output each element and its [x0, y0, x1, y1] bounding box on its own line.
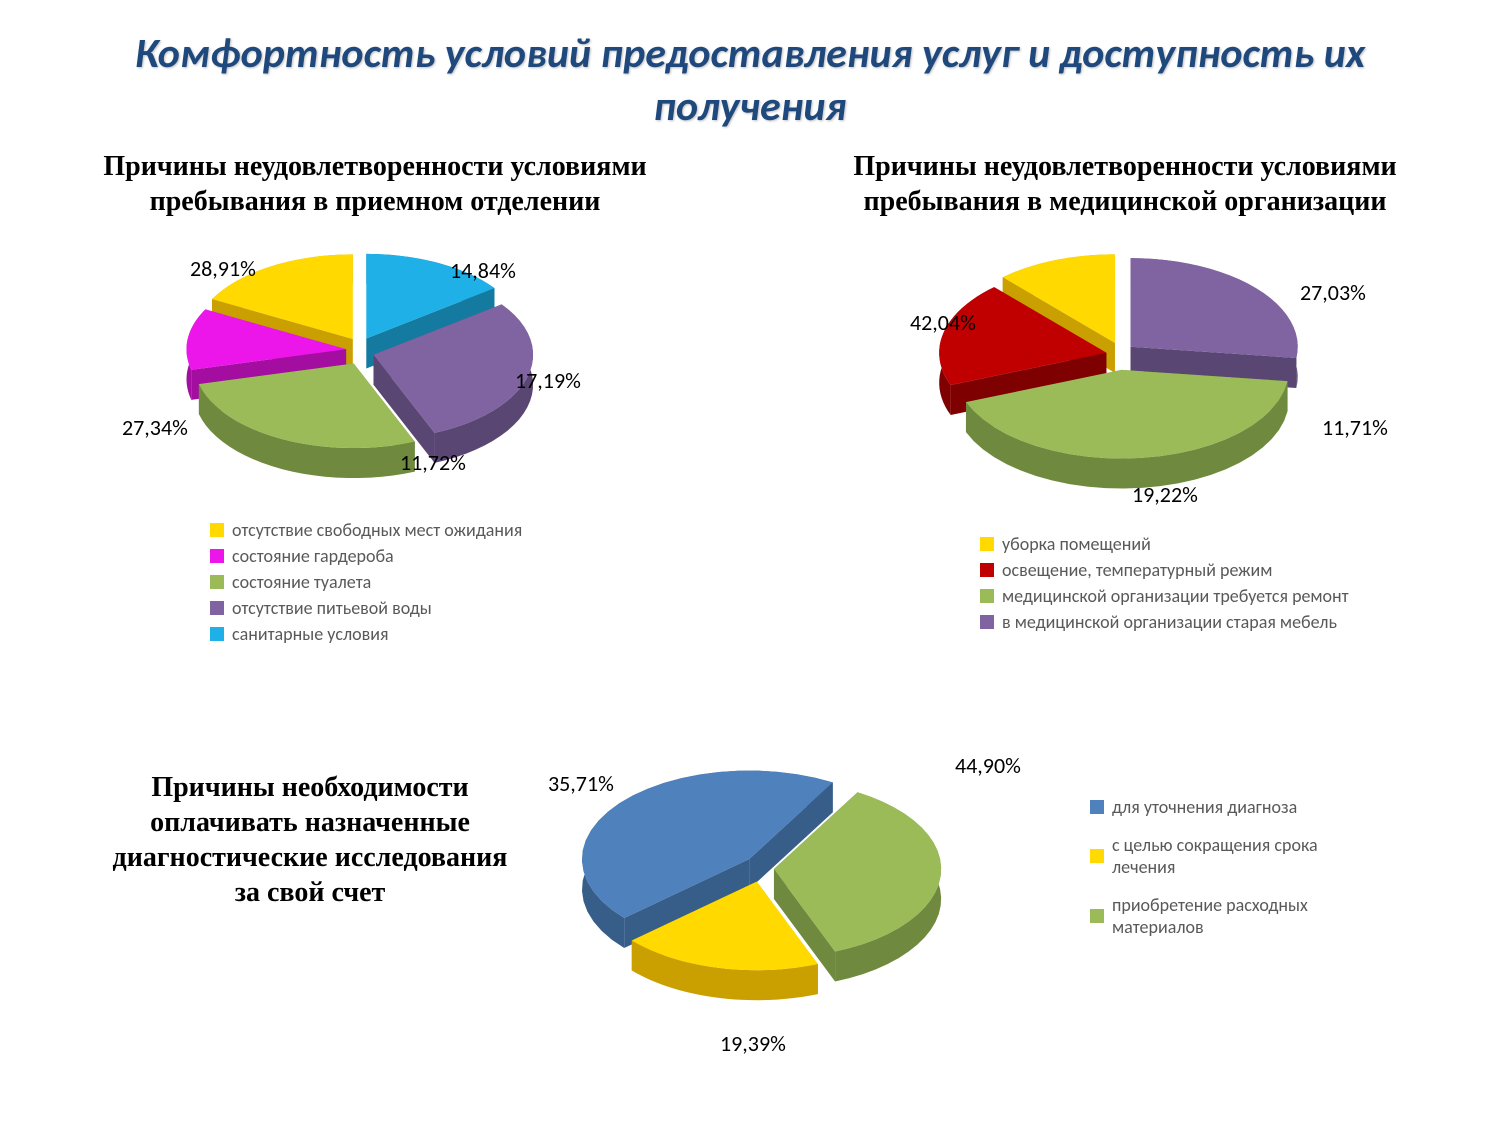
- legend-label: приобретение расходных материалов: [1112, 894, 1372, 938]
- legend-swatch: [210, 523, 224, 537]
- chart-2-pct-3: 27,03%: [1300, 279, 1366, 306]
- chart-1-pct-1: 11,72%: [400, 449, 466, 476]
- legend-label: в медицинской организации старая мебель: [1002, 611, 1337, 633]
- legend-swatch: [1090, 909, 1104, 923]
- legend-swatch: [980, 589, 994, 603]
- chart-3-pct-2: 35,71%: [548, 770, 614, 797]
- chart-1-pct-0: 17,19%: [515, 367, 581, 394]
- chart-1-pct-2: 27,34%: [122, 414, 188, 441]
- chart-3-pct-0: 44,90%: [955, 752, 1021, 779]
- chart-3-legend-item: для уточнения диагноза: [1090, 796, 1372, 818]
- chart-2-legend-item: освещение, температурный режим: [980, 559, 1470, 581]
- chart-1-legend: отсутствие свободных мест ожидания состо…: [210, 519, 720, 645]
- legend-swatch: [210, 627, 224, 641]
- top-row: Причины неудовлетворенности условиями пр…: [0, 149, 1500, 649]
- legend-swatch: [210, 549, 224, 563]
- legend-label: отсутствие свободных мест ожидания: [232, 519, 522, 541]
- chart-1-title: Причины неудовлетворенности условиями пр…: [30, 149, 720, 233]
- chart-2-pct-0: 11,71%: [1322, 414, 1388, 441]
- legend-swatch: [1090, 800, 1104, 814]
- chart-1-legend-item: состояние туалета: [210, 571, 720, 593]
- chart-3-legend-item: с целью сокращения срока лечения: [1090, 834, 1372, 878]
- page-title: Комфортность условий предоставления услу…: [0, 0, 1500, 143]
- chart-2-pie: [900, 233, 1340, 503]
- legend-swatch: [980, 563, 994, 577]
- legend-label: освещение, температурный режим: [1002, 559, 1272, 581]
- chart-3-pct-1: 19,39%: [720, 1030, 786, 1057]
- chart-2-legend-item: в медицинской организации старая мебель: [980, 611, 1470, 633]
- legend-label: для уточнения диагноза: [1112, 796, 1297, 818]
- chart-2-legend: уборка помещений освещение, температурны…: [980, 533, 1470, 633]
- legend-swatch: [980, 615, 994, 629]
- chart-2-legend-item: уборка помещений: [980, 533, 1470, 555]
- legend-swatch: [1090, 849, 1104, 863]
- chart-2-title: Причины неудовлетворенности условиями пр…: [780, 149, 1470, 233]
- legend-label: состояние туалета: [232, 571, 371, 593]
- chart-1-legend-item: санитарные условия: [210, 623, 720, 645]
- chart-1-pct-4: 14,84%: [450, 257, 516, 284]
- legend-swatch: [210, 601, 224, 615]
- chart-3-legend-item: приобретение расходных материалов: [1090, 894, 1372, 938]
- chart-2-legend-item: медицинской организации требуется ремонт: [980, 585, 1470, 607]
- legend-label: отсутствие питьевой воды: [232, 597, 432, 619]
- legend-label: с целью сокращения срока лечения: [1112, 834, 1372, 878]
- chart-2: Причины неудовлетворенности условиями пр…: [780, 149, 1470, 649]
- chart-1: Причины неудовлетворенности условиями пр…: [30, 149, 720, 649]
- chart-1-legend-item: отсутствие свободных мест ожидания: [210, 519, 720, 541]
- chart-2-pct-2: 42,04%: [910, 309, 976, 336]
- legend-label: санитарные условия: [232, 623, 389, 645]
- legend-label: уборка помещений: [1002, 533, 1151, 555]
- chart-3-title: Причины необходимости оплачивать назначе…: [100, 770, 520, 910]
- legend-label: состояние гардероба: [232, 545, 394, 567]
- legend-swatch: [980, 537, 994, 551]
- chart-1-legend-item: отсутствие питьевой воды: [210, 597, 720, 619]
- chart-3-legend: для уточнения диагноза с целью сокращени…: [1090, 780, 1372, 954]
- chart-2-pct-1: 19,22%: [1132, 481, 1198, 508]
- legend-swatch: [210, 575, 224, 589]
- chart-1-legend-item: состояние гардероба: [210, 545, 720, 567]
- chart-3: Причины необходимости оплачивать назначе…: [0, 730, 1500, 1090]
- legend-label: медицинской организации требуется ремонт: [1002, 585, 1349, 607]
- chart-1-pct-3: 28,91%: [190, 255, 256, 282]
